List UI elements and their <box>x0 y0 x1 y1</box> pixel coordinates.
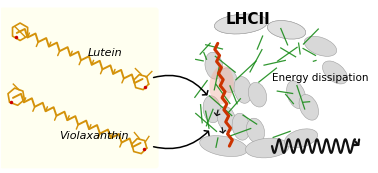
Ellipse shape <box>234 76 252 103</box>
Ellipse shape <box>245 138 289 158</box>
FancyBboxPatch shape <box>0 8 159 168</box>
Ellipse shape <box>209 66 234 104</box>
Text: LHCII: LHCII <box>225 12 270 27</box>
Ellipse shape <box>285 129 318 148</box>
Ellipse shape <box>304 36 337 56</box>
Ellipse shape <box>287 81 306 109</box>
Ellipse shape <box>200 136 248 157</box>
Ellipse shape <box>205 52 223 79</box>
Ellipse shape <box>299 94 319 120</box>
Text: Energy dissipation: Energy dissipation <box>272 73 369 83</box>
Ellipse shape <box>322 61 347 84</box>
Ellipse shape <box>219 68 237 93</box>
Ellipse shape <box>232 113 250 140</box>
Ellipse shape <box>248 83 266 107</box>
Ellipse shape <box>214 14 268 34</box>
Text: Violaxanthin: Violaxanthin <box>59 131 129 141</box>
Ellipse shape <box>246 118 265 143</box>
Ellipse shape <box>267 21 306 39</box>
Text: Lutein: Lutein <box>88 48 122 58</box>
Ellipse shape <box>267 21 306 39</box>
Ellipse shape <box>217 107 235 131</box>
Ellipse shape <box>203 96 221 123</box>
Ellipse shape <box>214 14 268 34</box>
